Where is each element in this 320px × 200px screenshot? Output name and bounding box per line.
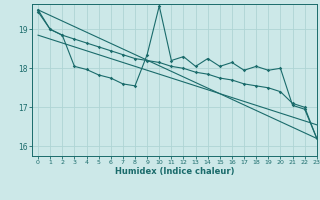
- X-axis label: Humidex (Indice chaleur): Humidex (Indice chaleur): [115, 167, 234, 176]
